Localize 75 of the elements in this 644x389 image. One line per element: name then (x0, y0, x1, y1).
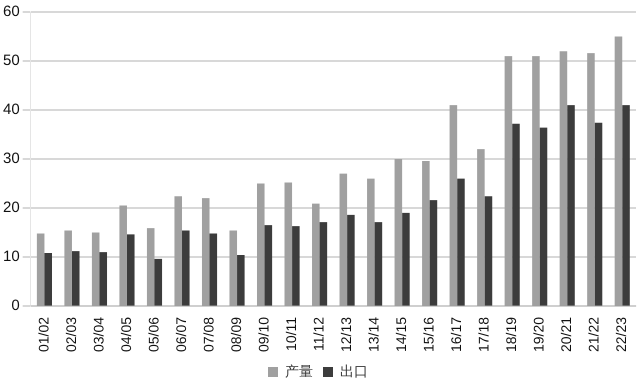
bar (119, 206, 127, 306)
y-tick-label: 20 (2, 199, 20, 216)
bar (146, 228, 154, 306)
x-tick-label: 09/10 (255, 316, 272, 352)
y-tick-label: 60 (2, 3, 20, 20)
x-tick-label: 21/22 (586, 316, 602, 352)
bar (256, 183, 265, 306)
y-tick-label: 0 (11, 297, 20, 314)
x-tick-label: 19/20 (530, 316, 547, 352)
bar (560, 51, 568, 306)
bar (622, 105, 630, 306)
bar (36, 233, 44, 306)
bar (126, 234, 135, 306)
legend-label: 产量 (285, 362, 313, 379)
x-tick-label: 01/02 (35, 316, 52, 352)
y-tick-label: 30 (2, 150, 20, 168)
x-tick-label: 08/09 (228, 316, 244, 352)
legend-label: 出口 (340, 362, 368, 379)
x-tick-label: 15/16 (420, 316, 436, 352)
bar (92, 232, 100, 306)
x-tick-label: 04/05 (118, 316, 134, 352)
bar (72, 251, 80, 306)
x-tick-label: 10/11 (282, 316, 299, 351)
bar (182, 230, 190, 306)
bar (284, 182, 292, 306)
x-tick-label: 20/21 (558, 316, 574, 352)
y-tick-label: 10 (2, 248, 20, 266)
bar (374, 222, 382, 306)
x-tick-label: 14/15 (392, 316, 409, 352)
x-tick-label: 12/13 (338, 316, 354, 352)
bar (320, 222, 328, 306)
x-tick-label: 18/19 (503, 316, 520, 352)
bar (174, 196, 182, 306)
bar (210, 233, 218, 306)
bar (402, 212, 410, 306)
bar (587, 53, 595, 306)
bar (594, 122, 602, 306)
bar (292, 226, 300, 306)
bar (394, 158, 402, 306)
bar (367, 178, 375, 306)
bar (504, 56, 512, 306)
bar (457, 178, 465, 306)
bar (430, 200, 438, 306)
bar (154, 258, 162, 306)
bar (312, 204, 320, 306)
x-tick-label: 17/18 (476, 316, 492, 352)
bar (614, 36, 622, 306)
bar (44, 253, 52, 306)
bar (64, 230, 72, 306)
bar (450, 105, 458, 306)
y-tick-label: 40 (2, 101, 20, 118)
x-tick-label: 02/03 (62, 316, 79, 352)
bar (237, 255, 245, 306)
x-tick-label: 03/04 (90, 316, 106, 352)
bar (540, 128, 548, 306)
bar (484, 196, 492, 306)
bar (340, 174, 348, 306)
y-tick-label: 50 (2, 52, 20, 70)
bar (264, 225, 272, 306)
bar (512, 124, 520, 306)
bar (202, 198, 210, 306)
x-tick-label: 05/06 (145, 316, 162, 352)
bar (99, 252, 108, 306)
bar (567, 105, 575, 306)
bar (347, 214, 355, 306)
x-tick-label: 11/12 (310, 316, 326, 351)
x-tick-label: 16/17 (448, 316, 464, 352)
x-tick-label: 07/08 (200, 316, 216, 352)
bar (532, 56, 540, 306)
bar (422, 160, 430, 306)
x-tick-label: 22/23 (613, 316, 630, 352)
x-tick-label: 13/14 (365, 316, 382, 352)
bar (229, 230, 238, 306)
bar (477, 149, 485, 306)
x-tick-label: 06/07 (172, 316, 189, 352)
